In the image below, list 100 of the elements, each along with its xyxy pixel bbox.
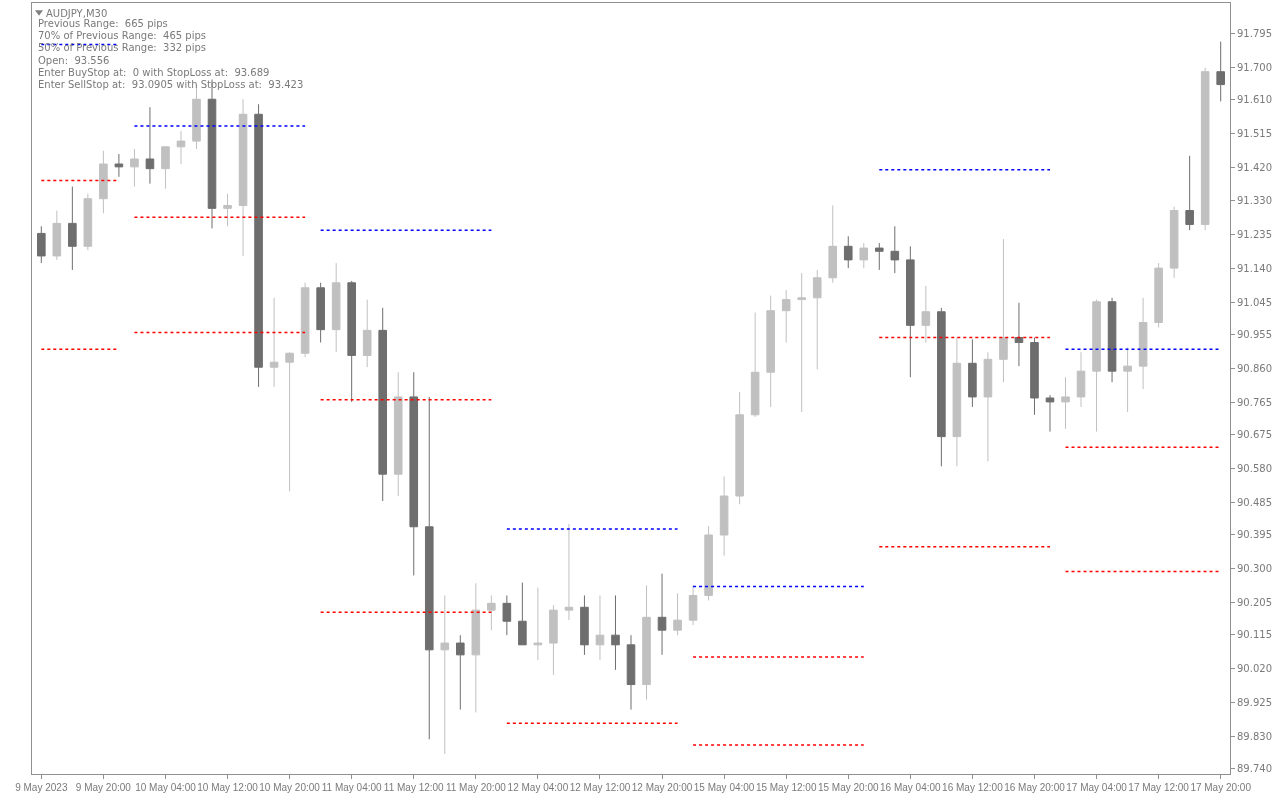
x-tick-label: 15 May 04:00 (693, 782, 755, 793)
x-tick-label: 12 May 12:00 (569, 782, 631, 793)
x-tick-label: 10 May 20:00 (259, 782, 321, 793)
candlestick (331, 262, 341, 353)
candlestick (766, 295, 775, 408)
y-tick-label: 91.140 (1237, 262, 1272, 274)
candlestick (1045, 394, 1055, 433)
y-tick-label: 90.580 (1237, 462, 1272, 474)
candlestick (688, 584, 698, 626)
candlestick (1169, 206, 1179, 279)
y-tick-label: 90.205 (1237, 597, 1272, 609)
annotation: Enter SellStop at: 93.0905 with StopLoss at: 93.423 (38, 79, 304, 90)
candlestick (968, 338, 977, 408)
candlestick (1216, 41, 1225, 102)
candlestick (890, 225, 900, 274)
x-tick-label: 10 May 04:00 (135, 782, 197, 793)
x-tick-label: 15 May 20:00 (817, 782, 879, 793)
candlestick (440, 594, 450, 755)
candlestick (83, 193, 93, 251)
candlestick (52, 210, 62, 261)
candlestick (1138, 297, 1148, 390)
x-tick-label: 16 May 04:00 (880, 782, 942, 793)
x-tick-label: 17 May 12:00 (1128, 782, 1190, 793)
x-tick-label: 16 May 20:00 (1004, 782, 1066, 793)
x-tick-label: 12 May 20:00 (631, 782, 693, 793)
candlestick (812, 269, 822, 370)
candlestick (145, 106, 155, 185)
x-tick-label: 10 May 12:00 (197, 782, 259, 793)
candlestick (1030, 337, 1039, 416)
candlestick (130, 148, 139, 188)
y-tick-label: 90.955 (1237, 328, 1272, 340)
candlestick (378, 307, 388, 502)
chart-title: AUDJPY,M30 (46, 7, 108, 19)
x-tick-label: 17 May 20:00 (1190, 782, 1252, 793)
y-tick-label: 91.610 (1237, 94, 1272, 106)
x-tick-label: 12 May 04:00 (507, 782, 569, 793)
y-tick-label: 91.515 (1237, 128, 1272, 140)
candlestick (952, 337, 962, 467)
candlestick (300, 282, 310, 358)
y-tick-label: 91.420 (1237, 162, 1272, 174)
candlestick (564, 523, 574, 621)
y-tick-label: 91.045 (1237, 296, 1272, 308)
candlestick (750, 311, 760, 418)
y-tick-label: 91.700 (1237, 62, 1272, 74)
candlestick (1061, 376, 1070, 430)
candlestick (347, 280, 356, 403)
y-tick-label: 91.330 (1237, 194, 1272, 206)
x-tick-label: 15 May 12:00 (755, 782, 817, 793)
x-tick-label: 11 May 04:00 (321, 782, 383, 793)
candlestick (99, 150, 108, 214)
candlestick (533, 587, 543, 661)
candlestick (362, 299, 372, 368)
candlestick (781, 289, 791, 344)
candlestick (161, 146, 170, 190)
candlestick (595, 594, 605, 661)
candlestick (735, 391, 744, 505)
candlestick (1154, 262, 1163, 328)
candlestick (906, 245, 915, 378)
candlestick (238, 98, 248, 257)
annotation: 50% of Previous Range: 332 pips (38, 42, 207, 53)
y-tick-label: 90.860 (1237, 362, 1272, 374)
candlestick (719, 475, 729, 557)
y-tick-label: 89.830 (1237, 731, 1272, 743)
candlestick (1123, 347, 1132, 413)
candlestick (1014, 302, 1024, 367)
candlestick (843, 235, 853, 269)
annotation: Enter BuyStop at: 0 with StopLoss at: 93.689 (38, 67, 270, 78)
candlestick (611, 594, 620, 671)
candlestick (176, 130, 186, 165)
y-tick-label: 90.115 (1237, 629, 1272, 641)
candlestick (471, 582, 481, 713)
y-tick-label: 91.795 (1237, 28, 1272, 40)
x-tick-label: 16 May 12:00 (942, 782, 1004, 793)
candlestick (828, 205, 838, 284)
candlestick (874, 242, 884, 271)
candlestick (254, 103, 263, 388)
y-tick-label: 90.300 (1237, 563, 1272, 575)
annotation: 70% of Previous Range: 465 pips (38, 30, 207, 41)
candlestick (580, 594, 589, 656)
candlestick (549, 604, 558, 676)
candlestick (1092, 299, 1101, 433)
candlestick (921, 285, 931, 344)
y-tick-label: 89.925 (1237, 697, 1272, 709)
candlestick (1185, 155, 1194, 231)
annotation: Previous Range: 665 pips (38, 18, 168, 29)
candlestick (424, 396, 434, 740)
candlestick (223, 193, 232, 227)
candlestick (487, 594, 496, 631)
x-tick-label: 11 May 12:00 (383, 782, 445, 793)
candlestick (269, 297, 279, 388)
candlestick (316, 282, 325, 344)
x-tick-label: 9 May 20:00 (75, 782, 132, 793)
candlestick (859, 242, 869, 269)
candlestick (68, 186, 77, 271)
candlestick (409, 371, 419, 576)
candlestick (642, 584, 651, 701)
candlestick (1107, 297, 1117, 383)
candlestick (626, 634, 636, 711)
candlestick (657, 573, 667, 656)
x-tick-label: 9 May 2023 (15, 782, 68, 793)
